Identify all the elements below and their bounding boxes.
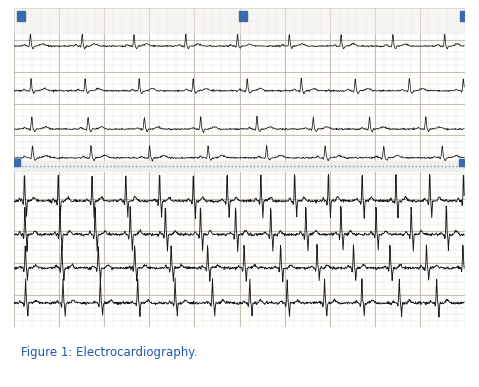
Bar xyxy=(13,159,20,166)
Bar xyxy=(239,11,247,21)
Bar xyxy=(14,8,465,33)
Text: Figure 1: Electrocardiography.: Figure 1: Electrocardiography. xyxy=(21,346,197,360)
Bar xyxy=(460,11,468,21)
Bar xyxy=(17,11,25,21)
Bar xyxy=(14,161,465,171)
Bar xyxy=(459,159,466,166)
